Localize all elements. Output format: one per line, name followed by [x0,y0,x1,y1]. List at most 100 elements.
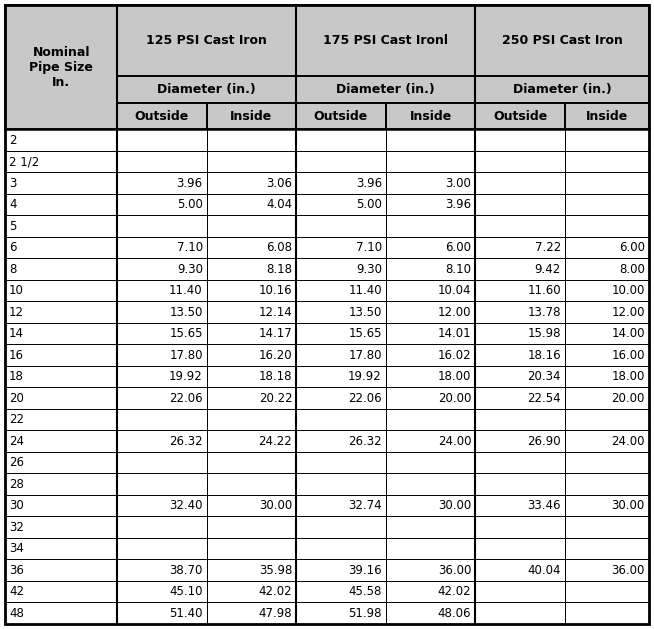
Bar [475,452,565,474]
Text: 42: 42 [9,585,24,598]
Bar [207,581,296,603]
Bar [296,76,475,103]
Bar [117,323,207,345]
Text: 14.17: 14.17 [258,327,292,340]
Bar [475,259,565,280]
Text: 32.74: 32.74 [348,499,382,512]
Bar [117,409,207,430]
Text: 32: 32 [9,521,24,534]
Bar [296,581,386,603]
Bar [296,301,386,323]
Text: 12: 12 [9,306,24,319]
Bar [207,280,296,301]
Text: 24.22: 24.22 [258,435,292,448]
Text: 3.00: 3.00 [445,177,472,190]
Bar [565,103,649,130]
Bar [207,387,296,409]
Text: 18.16: 18.16 [527,348,561,362]
Bar [117,151,207,172]
Bar [565,430,649,452]
Text: 30.00: 30.00 [611,499,645,512]
Bar [207,474,296,495]
Text: Diameter (in.): Diameter (in.) [513,83,611,96]
Text: 10.04: 10.04 [438,284,472,297]
Bar [475,495,565,516]
Bar [5,323,117,345]
Bar [117,345,207,366]
Text: 36: 36 [9,564,24,577]
Bar [386,103,475,130]
Text: 11.40: 11.40 [348,284,382,297]
Bar [475,516,565,538]
Bar [386,603,475,624]
Bar [475,5,649,76]
Text: 20.00: 20.00 [438,392,472,404]
Bar [565,366,649,387]
Text: 39.16: 39.16 [348,564,382,577]
Bar [475,103,565,130]
Text: 13.50: 13.50 [169,306,203,319]
Text: 35.98: 35.98 [259,564,292,577]
Text: 20.34: 20.34 [527,370,561,383]
Bar [565,452,649,474]
Bar [296,538,386,559]
Bar [117,76,296,103]
Bar [117,280,207,301]
Bar [117,172,207,194]
Bar [296,366,386,387]
Bar [386,151,475,172]
Bar [296,474,386,495]
Bar [475,76,649,103]
Bar [117,301,207,323]
Bar [207,172,296,194]
Text: 28: 28 [9,477,24,491]
Bar [296,216,386,237]
Bar [565,345,649,366]
Bar [475,409,565,430]
Bar [475,366,565,387]
Bar [207,452,296,474]
Bar [5,452,117,474]
Bar [565,237,649,259]
Bar [386,452,475,474]
Text: Diameter (in.): Diameter (in.) [158,83,256,96]
Bar [386,103,475,130]
Text: 18: 18 [9,370,24,383]
Bar [475,345,565,366]
Bar [386,366,475,387]
Text: 250 PSI Cast Iron: 250 PSI Cast Iron [502,34,623,47]
Bar [5,237,117,259]
Bar [475,130,565,151]
Text: Inside: Inside [409,109,452,123]
Bar [386,387,475,409]
Bar [386,301,475,323]
Bar [5,345,117,366]
Bar [386,345,475,366]
Bar [5,194,117,216]
Bar [475,581,565,603]
Text: Inside: Inside [230,109,273,123]
Bar [475,194,565,216]
Bar [296,495,386,516]
Bar [565,603,649,624]
Bar [565,172,649,194]
Bar [117,5,296,76]
Text: 24.00: 24.00 [438,435,472,448]
Text: 3.96: 3.96 [445,198,472,211]
Bar [565,559,649,581]
Bar [386,259,475,280]
Text: 32.40: 32.40 [169,499,203,512]
Text: 6.00: 6.00 [445,241,472,254]
Bar [5,430,117,452]
Bar [565,474,649,495]
Bar [386,559,475,581]
Bar [117,366,207,387]
Text: 7.10: 7.10 [356,241,382,254]
Bar [207,345,296,366]
Text: 13.78: 13.78 [527,306,561,319]
Text: 8.18: 8.18 [266,263,292,276]
Bar [296,559,386,581]
Bar [296,76,475,103]
Text: 47.98: 47.98 [259,607,292,620]
Bar [296,172,386,194]
